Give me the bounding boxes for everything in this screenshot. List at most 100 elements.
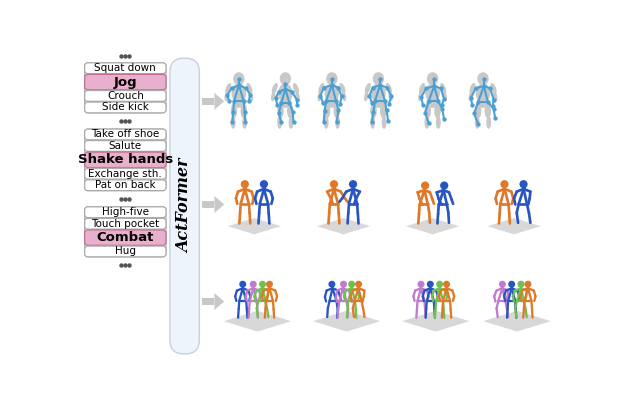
Ellipse shape (231, 104, 237, 118)
Circle shape (518, 281, 524, 288)
Ellipse shape (388, 92, 393, 101)
Circle shape (260, 180, 268, 188)
FancyBboxPatch shape (84, 169, 166, 179)
Ellipse shape (329, 83, 335, 88)
Ellipse shape (475, 104, 481, 118)
Ellipse shape (475, 116, 480, 129)
Ellipse shape (419, 83, 425, 94)
Circle shape (250, 281, 257, 288)
Polygon shape (214, 93, 224, 110)
Ellipse shape (427, 72, 438, 85)
Polygon shape (214, 293, 224, 310)
Ellipse shape (370, 104, 377, 118)
Ellipse shape (324, 84, 339, 103)
Ellipse shape (277, 104, 284, 118)
Ellipse shape (484, 104, 491, 118)
FancyBboxPatch shape (170, 58, 199, 354)
Ellipse shape (277, 116, 282, 129)
Circle shape (266, 281, 273, 288)
FancyBboxPatch shape (84, 141, 166, 151)
Text: Crouch: Crouch (107, 91, 144, 101)
Polygon shape (202, 98, 214, 105)
Polygon shape (223, 310, 292, 332)
FancyBboxPatch shape (84, 230, 166, 245)
FancyBboxPatch shape (84, 91, 166, 101)
Polygon shape (316, 218, 371, 235)
Circle shape (417, 281, 424, 288)
Circle shape (508, 281, 515, 288)
Ellipse shape (324, 116, 328, 129)
Polygon shape (401, 310, 470, 332)
Ellipse shape (233, 72, 244, 85)
Ellipse shape (339, 83, 346, 94)
Ellipse shape (293, 83, 299, 94)
Ellipse shape (424, 116, 429, 129)
Ellipse shape (480, 83, 486, 88)
Text: Hug: Hug (115, 246, 136, 257)
Ellipse shape (365, 83, 371, 94)
Ellipse shape (468, 92, 473, 101)
FancyBboxPatch shape (84, 63, 166, 73)
Ellipse shape (436, 116, 441, 129)
Circle shape (328, 281, 335, 288)
Circle shape (348, 281, 355, 288)
Ellipse shape (335, 116, 340, 129)
Ellipse shape (424, 104, 431, 118)
Ellipse shape (469, 83, 476, 94)
Ellipse shape (426, 98, 439, 108)
Ellipse shape (491, 83, 497, 94)
Text: ActFormer: ActFormer (176, 159, 193, 253)
Ellipse shape (317, 92, 322, 101)
Text: Combat: Combat (97, 231, 154, 244)
Ellipse shape (249, 92, 253, 101)
Ellipse shape (325, 98, 339, 108)
Ellipse shape (289, 116, 294, 129)
Ellipse shape (333, 104, 340, 118)
Circle shape (524, 281, 531, 288)
Ellipse shape (279, 98, 292, 108)
Circle shape (241, 180, 249, 188)
Text: Salute: Salute (109, 141, 142, 151)
Ellipse shape (364, 92, 369, 101)
Ellipse shape (376, 83, 381, 88)
Ellipse shape (493, 92, 497, 101)
Ellipse shape (282, 83, 288, 88)
FancyBboxPatch shape (84, 207, 166, 217)
Ellipse shape (370, 116, 375, 129)
FancyBboxPatch shape (84, 218, 166, 229)
Ellipse shape (381, 116, 387, 129)
Text: Take off shoe: Take off shoe (92, 129, 159, 140)
Circle shape (349, 180, 357, 188)
Circle shape (239, 281, 246, 288)
Ellipse shape (272, 83, 278, 94)
Ellipse shape (380, 104, 387, 118)
Text: High-five: High-five (102, 207, 149, 217)
Circle shape (355, 281, 362, 288)
Ellipse shape (386, 83, 392, 94)
Circle shape (436, 281, 443, 288)
Ellipse shape (477, 72, 489, 85)
Circle shape (499, 281, 506, 288)
Ellipse shape (225, 92, 229, 101)
Ellipse shape (372, 98, 385, 108)
Circle shape (427, 281, 434, 288)
Ellipse shape (287, 104, 294, 118)
Ellipse shape (443, 92, 447, 101)
Ellipse shape (280, 72, 291, 85)
Ellipse shape (435, 104, 441, 118)
Polygon shape (227, 218, 282, 235)
Polygon shape (482, 310, 552, 332)
Ellipse shape (271, 92, 275, 101)
FancyBboxPatch shape (84, 102, 166, 113)
FancyBboxPatch shape (84, 207, 166, 257)
Polygon shape (202, 298, 214, 305)
FancyBboxPatch shape (84, 246, 166, 257)
Polygon shape (214, 196, 224, 213)
Polygon shape (312, 310, 381, 332)
Ellipse shape (477, 98, 490, 108)
Ellipse shape (236, 83, 242, 88)
Polygon shape (486, 218, 542, 235)
Text: Exchange sth.: Exchange sth. (88, 169, 162, 179)
Text: Squat down: Squat down (95, 63, 156, 73)
Circle shape (443, 281, 450, 288)
